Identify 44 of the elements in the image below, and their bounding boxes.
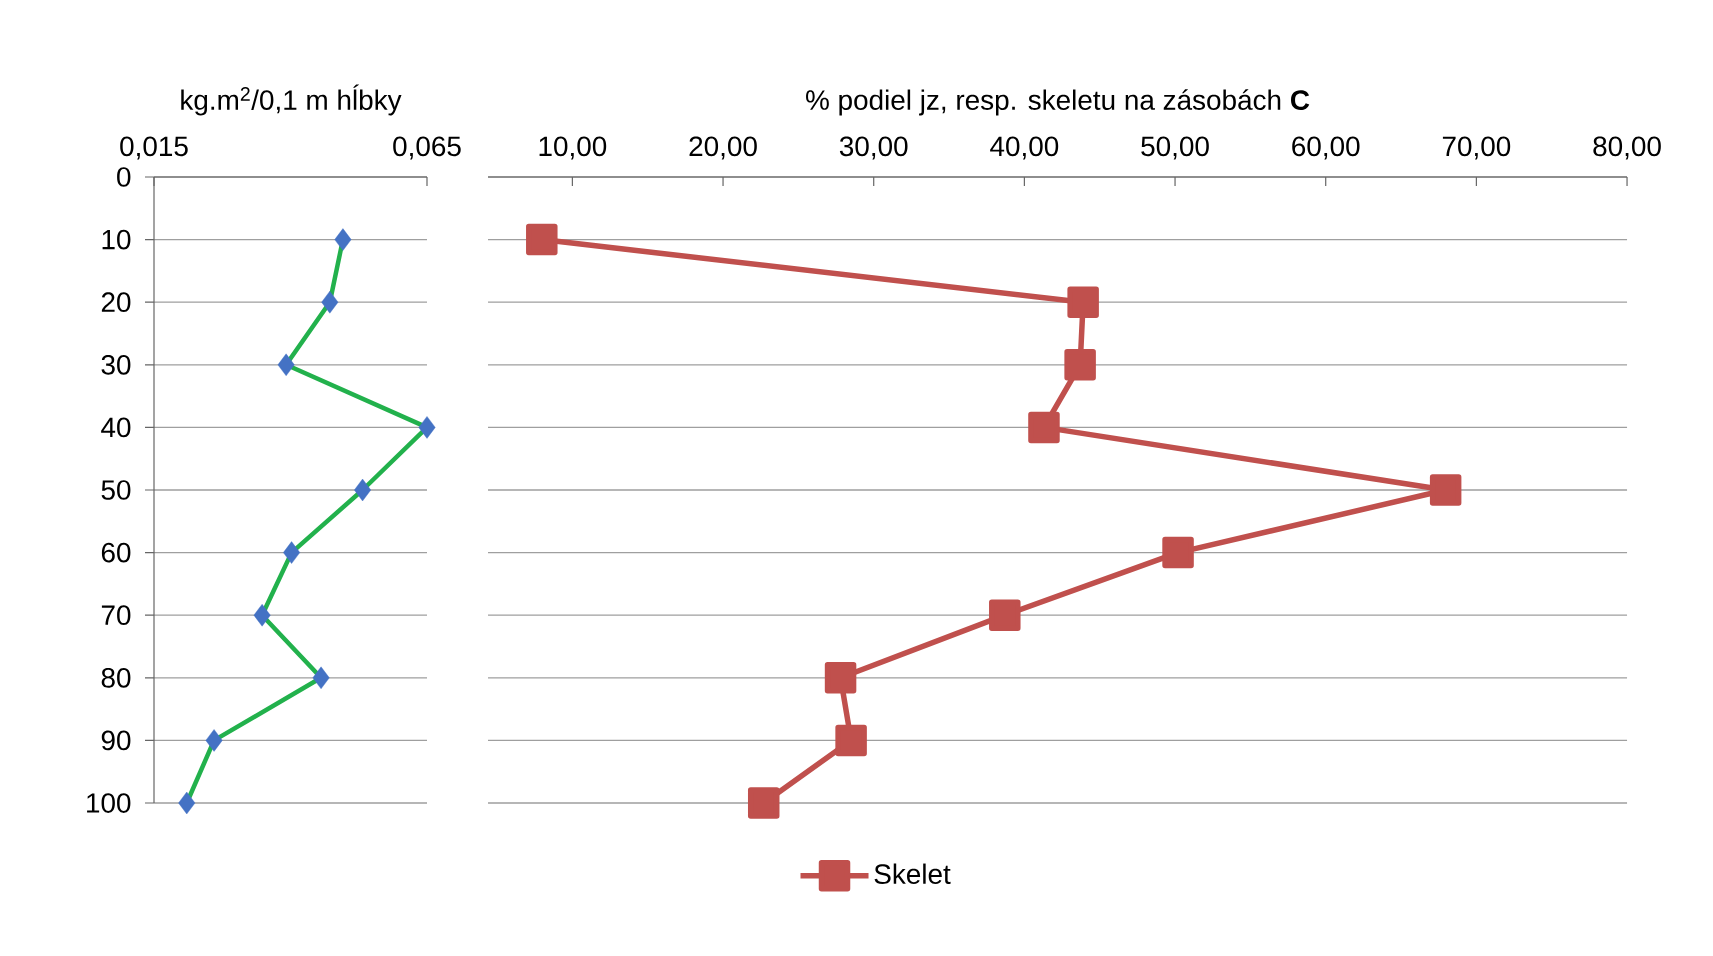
- y-tick-label: 90: [101, 730, 131, 751]
- y-tick-label: 80: [101, 667, 131, 688]
- point: [1162, 536, 1194, 569]
- point: [334, 228, 352, 251]
- x-tick-label: 80,00: [1593, 136, 1661, 160]
- point: [989, 599, 1021, 631]
- x-tick-label: 0,065: [393, 136, 461, 160]
- x-tick-label: 10,00: [539, 136, 607, 160]
- point: [321, 291, 339, 314]
- y-tick-label: 70: [101, 605, 131, 626]
- x-tick-label: 60,00: [1292, 136, 1360, 160]
- y-tick-label: 40: [101, 417, 131, 438]
- legend-label: Skelet: [874, 863, 951, 885]
- x-tick-label: 20,00: [689, 136, 757, 160]
- point: [253, 604, 271, 627]
- x-tick-label: 0,015: [120, 136, 188, 160]
- point: [283, 541, 301, 564]
- point: [526, 223, 558, 256]
- x-axis-title: % podiel jz, resp. skeletu na zásobách C: [806, 89, 1310, 116]
- point: [178, 791, 196, 815]
- point: [1028, 411, 1060, 444]
- point: [747, 787, 780, 819]
- x-tick-label: 30,00: [839, 136, 908, 160]
- x-tick-label: 70,00: [1442, 136, 1511, 160]
- point: [205, 729, 223, 752]
- x-tick-label: 50,00: [1141, 136, 1209, 160]
- point: [354, 478, 372, 502]
- y-tick-label: 10: [102, 229, 131, 250]
- point: [1067, 286, 1099, 318]
- x-tick-label: 40,00: [990, 136, 1059, 160]
- y-tick-label: 60: [101, 542, 131, 563]
- point: [1429, 474, 1462, 506]
- point: [418, 416, 436, 439]
- y-tick-label: 50: [101, 480, 131, 500]
- point: [277, 353, 295, 376]
- point: [1064, 349, 1096, 381]
- y-tick-label: 0: [117, 167, 131, 187]
- point: [312, 666, 330, 689]
- point: [835, 724, 867, 757]
- y-tick-label: 100: [87, 793, 131, 813]
- y-tick-label: 30: [101, 354, 131, 375]
- y-tick-label: 20: [101, 292, 131, 313]
- x-axis-title: kg.m$^{2}$/0,1 m hĺbky: [181, 84, 402, 116]
- point: [824, 662, 857, 694]
